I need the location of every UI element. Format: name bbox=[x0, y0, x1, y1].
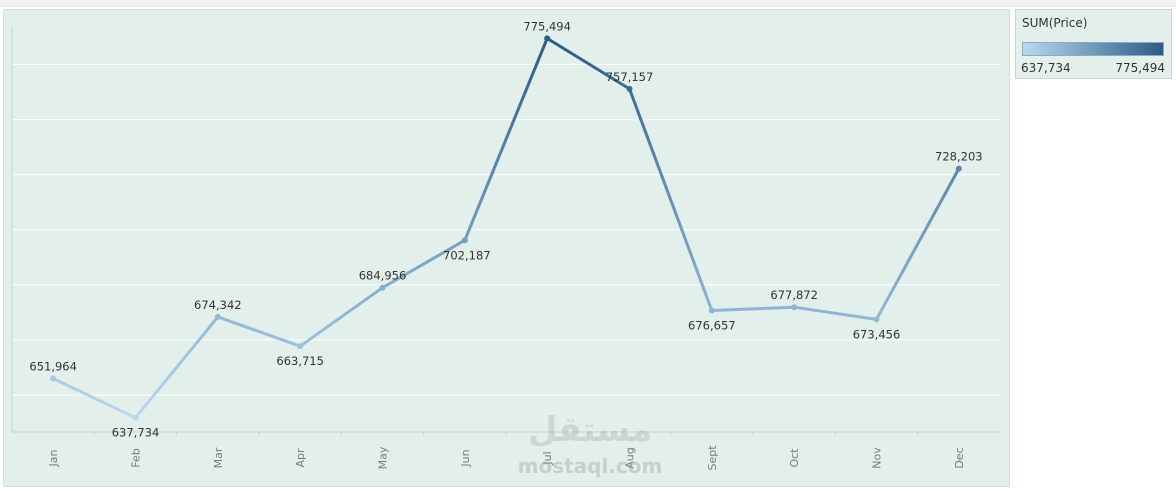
data-label-sept: 676,657 bbox=[688, 319, 736, 333]
data-point-may bbox=[379, 284, 386, 291]
series-points bbox=[50, 35, 962, 421]
data-point-feb bbox=[132, 414, 139, 421]
x-tick-label: Jan bbox=[47, 449, 60, 467]
top-toolbar-strip bbox=[0, 0, 1176, 7]
data-point-jul bbox=[544, 35, 551, 42]
x-tick-label: Oct bbox=[788, 448, 801, 468]
line-segment bbox=[134, 315, 220, 420]
data-label-apr: 663,715 bbox=[276, 354, 324, 368]
line-segment bbox=[298, 286, 384, 348]
data-label-mar: 674,342 bbox=[194, 298, 242, 312]
line-segment bbox=[792, 305, 878, 321]
x-tick-label: Jun bbox=[459, 449, 472, 467]
data-label-dec: 728,203 bbox=[935, 150, 983, 164]
data-label-nov: 673,456 bbox=[853, 327, 901, 341]
line-segment bbox=[875, 167, 961, 321]
data-point-jun bbox=[461, 237, 468, 244]
line-segment bbox=[216, 315, 302, 348]
data-label-jan: 651,964 bbox=[29, 360, 77, 374]
legend-min-label: 637,734 bbox=[1021, 61, 1071, 75]
x-tick-label: May bbox=[377, 446, 390, 469]
data-label-may: 684,956 bbox=[359, 269, 407, 283]
chart-pane: Jan Feb Mar Apr May Jun Jul Aug Sept Oct Nov Dec 65… bbox=[3, 9, 1010, 487]
data-label-oct: 677,872 bbox=[770, 288, 818, 302]
data-point-dec bbox=[955, 165, 962, 172]
color-legend: SUM(Price) 637,734 775,494 bbox=[1015, 9, 1172, 79]
data-point-nov bbox=[873, 316, 880, 323]
x-tick-label: Jul bbox=[541, 451, 554, 465]
data-point-apr bbox=[297, 343, 304, 350]
x-tick-label: Dec bbox=[953, 447, 966, 468]
data-point-oct bbox=[791, 304, 798, 311]
line-segment bbox=[381, 238, 467, 290]
legend-gradient-bar bbox=[1022, 42, 1164, 56]
series-line bbox=[51, 36, 961, 420]
data-label-jul: 775,494 bbox=[523, 19, 571, 33]
line-segment bbox=[710, 305, 796, 313]
line-segment bbox=[51, 377, 137, 420]
gridlines bbox=[12, 64, 1000, 396]
legend-title: SUM(Price) bbox=[1022, 16, 1088, 30]
line-segment bbox=[545, 36, 631, 91]
data-point-aug bbox=[626, 85, 633, 92]
data-label-feb: 637,734 bbox=[112, 426, 160, 440]
x-tick-label: Nov bbox=[871, 447, 884, 469]
line-chart: Jan Feb Mar Apr May Jun Jul Aug Sept Oct Nov Dec 65… bbox=[11, 19, 1000, 471]
x-tick-label: Mar bbox=[212, 447, 225, 468]
data-point-sept bbox=[708, 307, 715, 314]
data-label-jun: 702,187 bbox=[443, 248, 491, 262]
data-point-jan bbox=[50, 375, 57, 382]
line-segment bbox=[628, 87, 714, 313]
x-tick-label: Feb bbox=[130, 448, 143, 467]
legend-max-label: 775,494 bbox=[1115, 61, 1165, 75]
x-tick-label: Apr bbox=[294, 448, 307, 468]
data-label-aug: 757,157 bbox=[606, 70, 654, 84]
line-segment bbox=[463, 36, 549, 242]
data-labels: 651,964 637,734 674,342 663,715 684,956 702,1… bbox=[29, 19, 982, 439]
x-tick-label: Sept bbox=[706, 445, 719, 471]
x-tick-label: Aug bbox=[624, 447, 637, 468]
data-point-mar bbox=[214, 313, 221, 320]
x-axis: Jan Feb Mar Apr May Jun Jul Aug Sept Oct Nov Dec bbox=[11, 26, 1000, 471]
